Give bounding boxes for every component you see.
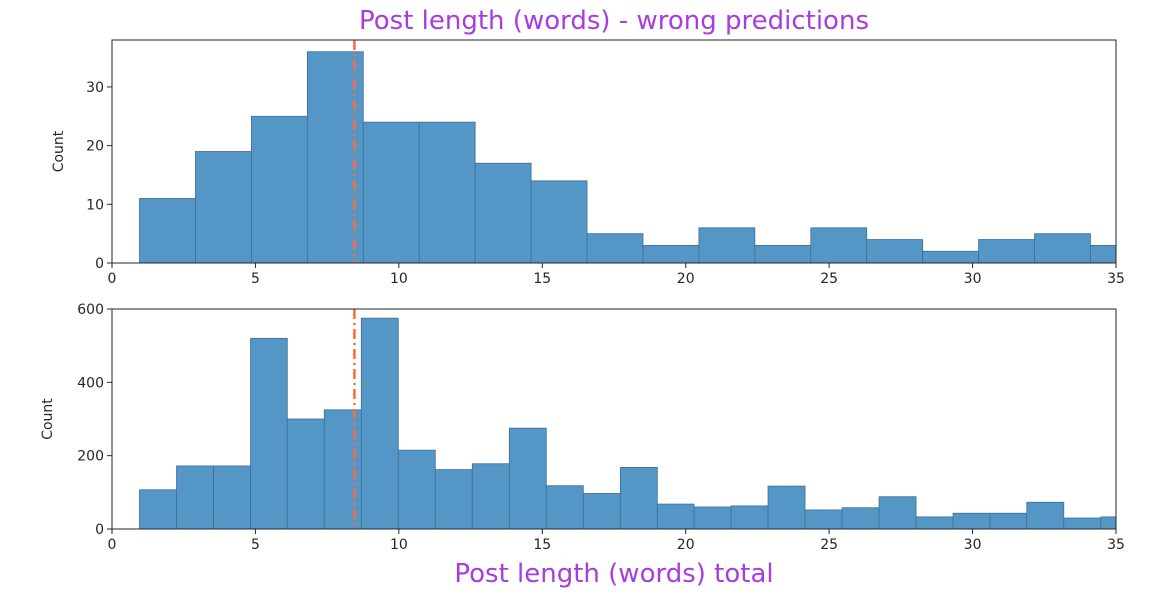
histogram-bar — [1063, 517, 1102, 530]
x-tick-label: 5 — [251, 271, 260, 287]
x-tick-label: 15 — [533, 271, 551, 287]
histogram-bar — [434, 469, 473, 530]
y-tick-label: 30 — [86, 80, 104, 96]
histogram-bar — [619, 466, 658, 530]
x-tick-label: 35 — [1107, 537, 1125, 553]
histogram-bar — [989, 512, 1028, 530]
y-axis-label: Count — [40, 398, 56, 440]
histogram-bar — [360, 317, 399, 530]
x-tick-label: 25 — [820, 271, 838, 287]
histogram-bar — [530, 180, 588, 264]
histogram-bar — [397, 449, 436, 530]
y-tick-label: 0 — [95, 522, 104, 538]
histogram-bar — [754, 244, 812, 264]
histogram-bar — [978, 239, 1035, 264]
x-tick-label: 0 — [108, 537, 117, 553]
y-tick-label: 600 — [77, 302, 104, 318]
histogram-bar — [810, 227, 868, 264]
histogram-bar — [767, 485, 806, 530]
histogram-bar — [730, 505, 769, 530]
histogram-bar — [878, 496, 917, 530]
histogram-bar — [841, 507, 880, 530]
y-tick-label: 200 — [77, 449, 104, 465]
histogram-bar — [693, 506, 732, 530]
histogram-bar — [656, 503, 695, 530]
histogram-bar — [362, 121, 420, 264]
x-tick-label: 10 — [390, 537, 408, 553]
histogram-bar — [323, 409, 362, 530]
histogram-bar — [176, 465, 214, 530]
histogram-bar — [586, 233, 644, 264]
y-axis-label: Count — [51, 130, 67, 172]
histogram-bar — [250, 337, 288, 530]
histogram-bar — [582, 493, 621, 530]
chart-title-wrong-predictions: Post length (words) - wrong predictions — [359, 6, 869, 36]
y-tick-label: 20 — [86, 139, 104, 155]
histogram-bar — [508, 427, 547, 530]
histogram-bar — [139, 198, 196, 264]
histogram-bar — [952, 512, 991, 530]
histogram-bar — [286, 418, 325, 530]
x-tick-label: 20 — [677, 537, 695, 553]
histogram-bar — [1090, 244, 1117, 264]
histogram-bar — [545, 485, 584, 530]
x-tick-label: 35 — [1107, 271, 1125, 287]
chart-title-total: Post length (words) total — [454, 559, 773, 589]
histogram-bar — [922, 250, 979, 264]
histogram-bar — [1026, 501, 1065, 530]
histogram-bar — [1034, 233, 1091, 264]
y-tick-label: 400 — [77, 375, 104, 391]
histogram-bar — [866, 239, 924, 264]
histogram-bar — [251, 115, 308, 264]
axes-frame — [111, 308, 1117, 530]
x-tick-label: 10 — [390, 271, 408, 287]
histogram-bar — [698, 227, 756, 264]
y-tick-label: 10 — [86, 197, 104, 213]
x-tick-label: 25 — [820, 537, 838, 553]
axes-frame — [111, 39, 1117, 264]
histogram-bar — [642, 244, 700, 264]
histogram-bar — [915, 516, 954, 530]
x-tick-label: 15 — [533, 537, 551, 553]
histogram-bar — [804, 509, 843, 530]
x-tick-label: 20 — [677, 271, 695, 287]
y-tick-label: 0 — [95, 256, 104, 272]
histogram-bar — [471, 463, 510, 530]
histogram-bar — [1100, 516, 1117, 530]
histogram-bar — [139, 489, 177, 530]
x-tick-label: 30 — [964, 271, 982, 287]
plot-total: 0 5 10 15 20 25 30 35 0 200 400 600 Count — [40, 302, 1125, 553]
x-tick-label: 30 — [964, 537, 982, 553]
plot-wrong-predictions: 0 5 10 15 20 25 30 35 0 10 20 30 Count — [51, 39, 1125, 287]
histogram-bar — [474, 162, 532, 264]
x-tick-label: 0 — [108, 271, 117, 287]
histogram-bar — [418, 121, 476, 264]
histogram-bar — [195, 151, 252, 264]
x-tick-label: 5 — [251, 537, 260, 553]
histogram-bar — [213, 465, 251, 530]
